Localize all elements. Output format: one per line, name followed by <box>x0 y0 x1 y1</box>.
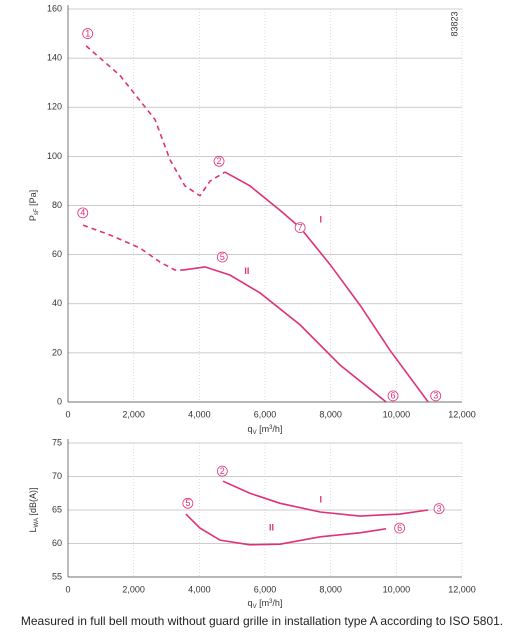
point-label: 2 <box>217 156 222 166</box>
y-axis-label-part: L <box>28 527 38 532</box>
point-label: 3 <box>433 391 438 401</box>
x-tick-label: 6,000 <box>254 409 277 419</box>
point-label: 7 <box>298 222 303 232</box>
y-tick-label: 60 <box>52 538 62 548</box>
point-marker <box>294 222 306 234</box>
y-axis-label: PsF [Pa] <box>28 190 39 221</box>
point-label: 6 <box>391 391 396 401</box>
x-tick-label: 12,000 <box>448 409 476 419</box>
point-marker <box>394 522 406 534</box>
x-axis-label-part: V <box>253 430 257 436</box>
curve-label: II <box>244 266 249 276</box>
x-axis-label-part: [m <box>257 424 270 434</box>
x-axis-label: qV [m3/h] <box>248 424 283 435</box>
curve <box>85 45 226 197</box>
point-marker <box>182 497 194 509</box>
x-axis-label-part: q <box>248 424 253 434</box>
point-label: 5 <box>220 252 225 262</box>
x-axis-label-part: 3 <box>269 599 273 605</box>
y-tick-label: 55 <box>52 571 62 581</box>
curve-label: I <box>320 494 323 504</box>
point-marker <box>430 390 442 402</box>
y-axis-label-part: sF <box>34 208 40 215</box>
y-axis-label-part: [Pa] <box>28 190 38 209</box>
x-axis-label-part: V <box>253 604 257 610</box>
y-tick-label: 80 <box>52 200 62 210</box>
x-tick-label: 10,000 <box>383 584 411 594</box>
y-tick-label: 0 <box>57 396 62 406</box>
y-tick-label: 40 <box>52 298 62 308</box>
x-axis-label-part: q <box>248 598 253 608</box>
y-tick-label: 60 <box>52 249 62 259</box>
curve <box>222 480 429 517</box>
code: 83823 <box>449 11 459 36</box>
x-tick-label: 4,000 <box>188 409 211 419</box>
curve-label: II <box>269 522 274 532</box>
x-tick-label: 0 <box>65 584 70 594</box>
point-label: 1 <box>85 28 90 38</box>
curve <box>185 513 387 546</box>
footnote: Measured in full bell mouth without guar… <box>21 614 503 628</box>
y-tick-label: 75 <box>52 437 62 447</box>
x-tick-label: 6,000 <box>254 584 277 594</box>
y-tick-label: 120 <box>47 102 62 112</box>
y-axis-label-part: P <box>28 215 38 221</box>
x-tick-label: 10,000 <box>383 409 411 419</box>
x-tick-label: 8,000 <box>319 409 342 419</box>
y-axis-label-part: [dB(A)] <box>28 488 38 519</box>
x-axis-label-part: /h] <box>272 598 282 608</box>
y-tick-label: 20 <box>52 347 62 357</box>
curve <box>82 224 183 271</box>
curve <box>182 266 387 403</box>
point-label: 6 <box>397 523 402 533</box>
y-tick-label: 100 <box>47 151 62 161</box>
x-tick-label: 12,000 <box>448 584 476 594</box>
x-axis-label-part: 3 <box>269 425 273 431</box>
x-tick-label: 8,000 <box>319 584 342 594</box>
point-label: 2 <box>220 466 225 476</box>
x-axis-label: qV [m3/h] <box>248 598 283 609</box>
curve <box>224 171 429 403</box>
y-tick-label: 160 <box>47 3 62 13</box>
x-axis-label-part: /h] <box>272 424 282 434</box>
point-marker <box>82 28 94 39</box>
y-tick-label: 70 <box>52 471 62 481</box>
curve-label: I <box>320 215 323 225</box>
y-tick-label: 140 <box>47 53 62 63</box>
y-tick-label: 65 <box>52 504 62 514</box>
point-label: 5 <box>185 498 190 508</box>
y-axis-label: LWA [dB(A)] <box>28 488 39 533</box>
x-axis-label-part: [m <box>257 598 270 608</box>
point-label: 4 <box>80 208 85 218</box>
x-tick-label: 2,000 <box>122 584 145 594</box>
point-marker <box>433 503 445 515</box>
point-marker <box>387 390 399 402</box>
x-tick-label: 0 <box>65 409 70 419</box>
point-marker <box>77 207 89 219</box>
point-marker <box>216 251 228 263</box>
y-axis-label-part: WA <box>34 518 40 527</box>
point-marker <box>216 465 228 477</box>
x-tick-label: 2,000 <box>122 409 145 419</box>
point-marker <box>213 155 225 167</box>
point-label: 3 <box>437 504 442 514</box>
x-tick-label: 4,000 <box>188 584 211 594</box>
